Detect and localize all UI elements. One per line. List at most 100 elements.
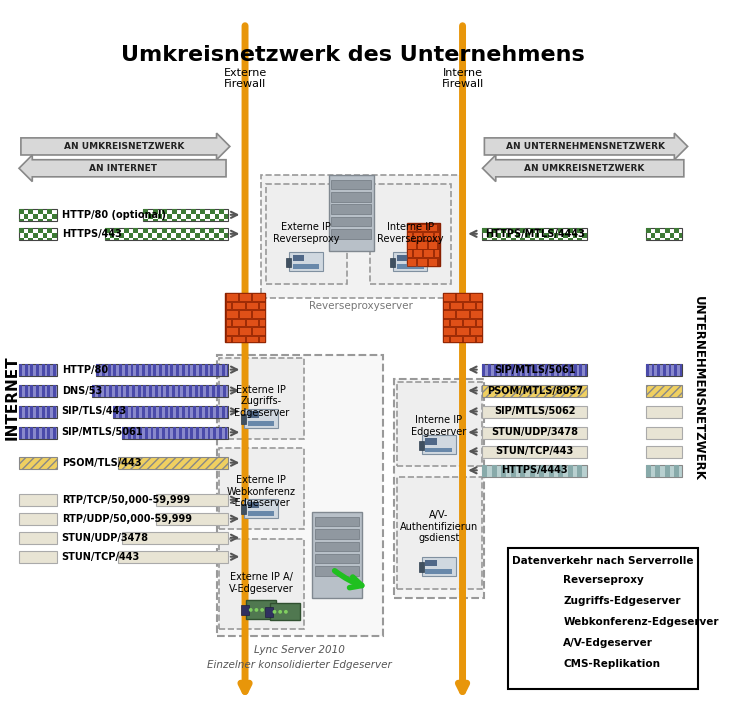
Bar (501, 465, 506, 477)
Bar (423, 249, 432, 257)
Bar (562, 364, 565, 376)
Bar (122, 532, 228, 544)
Bar (539, 228, 544, 233)
Bar (646, 385, 682, 397)
Bar (53, 426, 56, 439)
Bar (33, 214, 38, 219)
Bar (265, 607, 272, 616)
Bar (162, 238, 167, 241)
Bar (539, 364, 542, 376)
Bar (488, 364, 491, 376)
Bar (225, 302, 231, 310)
Bar (153, 238, 157, 241)
Bar (492, 238, 497, 241)
Bar (476, 302, 482, 310)
Bar (122, 426, 228, 439)
Bar (646, 426, 682, 439)
Bar (246, 302, 258, 310)
Bar (511, 465, 516, 477)
Bar (176, 364, 179, 376)
Bar (417, 258, 427, 265)
Bar (172, 219, 176, 221)
Bar (144, 209, 148, 214)
Bar (239, 293, 251, 301)
Bar (539, 596, 542, 608)
Bar (646, 406, 682, 418)
Bar (371, 184, 451, 284)
Bar (219, 238, 224, 241)
Bar (164, 406, 167, 418)
Bar (138, 233, 143, 238)
Bar (329, 175, 374, 251)
Bar (413, 233, 422, 240)
Bar (167, 426, 170, 439)
Bar (406, 223, 440, 266)
Bar (19, 209, 24, 214)
Bar (24, 214, 28, 219)
Bar (646, 228, 682, 241)
Bar (443, 328, 455, 335)
Bar (674, 364, 677, 376)
Bar (48, 385, 51, 397)
Polygon shape (482, 155, 684, 181)
Bar (155, 385, 158, 397)
Bar (482, 465, 487, 477)
Bar (108, 364, 111, 376)
Text: PSOM/MTLS/8057: PSOM/MTLS/8057 (487, 386, 583, 396)
Bar (568, 364, 571, 376)
Bar (559, 465, 563, 477)
Bar (516, 233, 521, 238)
Bar (119, 406, 122, 418)
Text: Interne IP
Reverseproxy: Interne IP Reverseproxy (377, 223, 443, 244)
Bar (172, 209, 176, 214)
Bar (216, 364, 219, 376)
Bar (492, 465, 497, 477)
Bar (181, 238, 186, 241)
Bar (119, 364, 122, 376)
Text: DNS/53: DNS/53 (62, 386, 102, 396)
Bar (196, 214, 200, 219)
Bar (166, 385, 169, 397)
Bar (172, 385, 175, 397)
Bar (36, 406, 39, 418)
Bar (142, 406, 145, 418)
Bar (530, 465, 535, 477)
Bar (252, 310, 265, 318)
Bar (225, 310, 238, 318)
Bar (332, 229, 371, 239)
Bar (133, 238, 138, 241)
Bar (153, 228, 157, 233)
Text: Umkreisnetzwerk des Unternehmens: Umkreisnetzwerk des Unternehmens (121, 45, 586, 65)
Bar (646, 228, 650, 233)
Bar (167, 233, 171, 238)
Bar (494, 364, 497, 376)
Bar (241, 414, 246, 423)
Bar (469, 293, 482, 301)
Bar (580, 364, 583, 376)
Bar (568, 228, 573, 233)
Bar (186, 233, 190, 238)
Bar (413, 249, 422, 257)
Bar (259, 336, 265, 341)
Bar (252, 328, 265, 335)
Bar (31, 406, 33, 418)
Bar (171, 228, 176, 233)
Bar (183, 385, 186, 397)
Bar (150, 426, 153, 439)
Bar (19, 426, 22, 439)
Bar (156, 426, 159, 439)
Bar (167, 214, 172, 219)
Bar (19, 385, 57, 397)
Bar (482, 465, 587, 477)
Bar (456, 310, 469, 318)
Bar (19, 364, 57, 376)
Text: AN UNTERNEHMENSNETZWERK: AN UNTERNEHMENSNETZWERK (506, 142, 664, 151)
Bar (443, 310, 455, 318)
Bar (506, 233, 511, 238)
Bar (224, 214, 228, 219)
Bar (573, 233, 577, 238)
Bar (36, 426, 39, 439)
Bar (202, 426, 205, 439)
Bar (158, 214, 162, 219)
Bar (394, 252, 427, 271)
